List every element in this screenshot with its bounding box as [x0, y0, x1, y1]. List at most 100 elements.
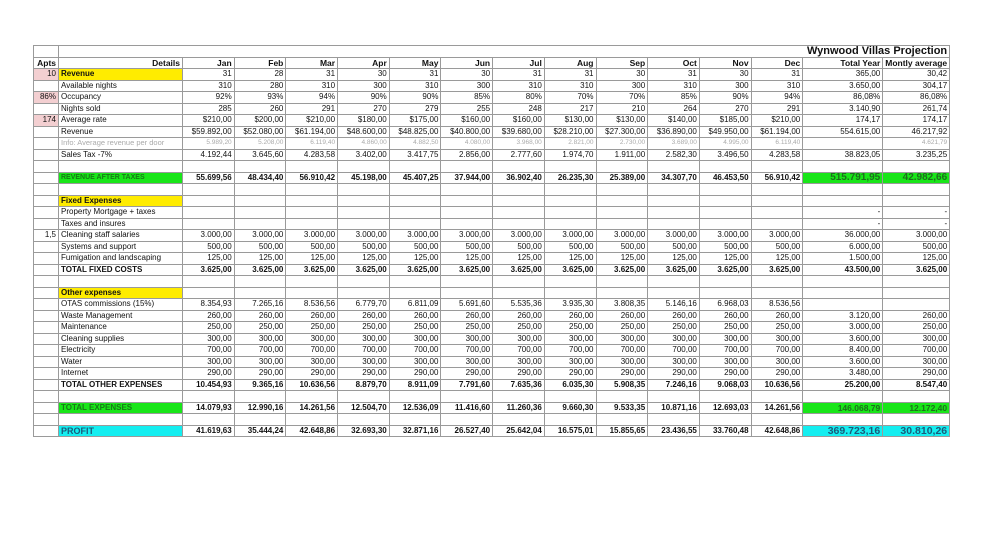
header-dec[interactable]: Dec: [750, 56, 804, 69]
month-cell-sep[interactable]: 3.625,00: [595, 263, 649, 276]
month-cell-mar[interactable]: 10.636,56: [285, 378, 339, 391]
monthly-average-cell[interactable]: 3.625,00: [882, 263, 951, 276]
month-cell-mar[interactable]: 94%: [285, 91, 339, 104]
month-cell-may[interactable]: [388, 160, 442, 173]
month-cell-may[interactable]: 125,00: [388, 252, 442, 265]
month-cell-aug[interactable]: [543, 413, 597, 426]
month-cell-may[interactable]: [388, 183, 442, 196]
apts-cell[interactable]: [33, 309, 59, 322]
apts-cell[interactable]: [33, 263, 59, 276]
month-cell-oct[interactable]: 300,00: [647, 355, 700, 368]
total-year-cell[interactable]: 3.600,00: [802, 355, 884, 368]
month-cell-dec[interactable]: 300,00: [750, 332, 804, 345]
month-cell-sep[interactable]: 700,00: [595, 344, 649, 357]
month-cell-apr[interactable]: 700,00: [337, 344, 390, 357]
month-cell-nov[interactable]: 500,00: [698, 240, 752, 253]
month-cell-may[interactable]: 31: [388, 68, 442, 81]
month-cell-jan[interactable]: [182, 413, 235, 426]
month-cell-oct[interactable]: 300,00: [647, 332, 700, 345]
month-cell-jul[interactable]: 3.968,00: [492, 137, 545, 150]
month-cell-may[interactable]: 310: [388, 79, 442, 92]
month-cell-jul[interactable]: [492, 183, 545, 196]
month-cell-oct[interactable]: 23.436,55: [647, 424, 700, 437]
monthly-average-cell[interactable]: 30.810,26: [882, 424, 951, 437]
month-cell-nov[interactable]: 250,00: [698, 321, 752, 334]
month-cell-jul[interactable]: [492, 206, 545, 219]
month-cell-apr[interactable]: 3.625,00: [337, 263, 390, 276]
month-cell-nov[interactable]: [698, 286, 752, 299]
month-cell-dec[interactable]: [750, 390, 804, 403]
total-year-cell[interactable]: 36.000,00: [802, 229, 884, 242]
month-cell-jan[interactable]: 310: [182, 79, 235, 92]
month-cell-mar[interactable]: [285, 390, 339, 403]
month-cell-nov[interactable]: 260,00: [698, 309, 752, 322]
month-cell-jul[interactable]: 36.902,40: [492, 171, 545, 184]
month-cell-jul[interactable]: 3.000,00: [492, 229, 545, 242]
total-year-cell[interactable]: [802, 286, 884, 299]
month-cell-jan[interactable]: 14.079,93: [182, 401, 235, 414]
monthly-average-cell[interactable]: [882, 194, 951, 207]
month-cell-nov[interactable]: [698, 183, 752, 196]
row-label[interactable]: [58, 390, 183, 403]
month-cell-aug[interactable]: 3.625,00: [543, 263, 597, 276]
month-cell-apr[interactable]: [337, 217, 390, 230]
header-may[interactable]: May: [388, 56, 442, 69]
total-year-cell[interactable]: 8.400,00: [802, 344, 884, 357]
month-cell-jan[interactable]: 5.989,20: [182, 137, 235, 150]
month-cell-dec[interactable]: $61.194,00: [750, 125, 804, 138]
month-cell-oct[interactable]: [647, 217, 700, 230]
month-cell-jan[interactable]: 3.000,00: [182, 229, 235, 242]
month-cell-jan[interactable]: 4.192,44: [182, 148, 235, 161]
header-aug[interactable]: Aug: [543, 56, 597, 69]
header-jun[interactable]: Jun: [440, 56, 494, 69]
row-label[interactable]: Property Mortgage + taxes: [58, 206, 183, 219]
month-cell-apr[interactable]: 270: [337, 102, 390, 115]
month-cell-jul[interactable]: 31: [492, 68, 545, 81]
total-year-cell[interactable]: [802, 137, 884, 150]
month-cell-jun[interactable]: [440, 194, 494, 207]
month-cell-oct[interactable]: [647, 275, 700, 288]
month-cell-oct[interactable]: 7.246,16: [647, 378, 700, 391]
monthly-average-cell[interactable]: 300,00: [882, 355, 951, 368]
row-label[interactable]: Revenue: [58, 125, 183, 138]
apts-cell[interactable]: [33, 206, 59, 219]
row-label[interactable]: Taxes and insures: [58, 217, 183, 230]
month-cell-aug[interactable]: 125,00: [543, 252, 597, 265]
month-cell-apr[interactable]: [337, 194, 390, 207]
month-cell-oct[interactable]: 3.000,00: [647, 229, 700, 242]
month-cell-may[interactable]: 4.882,50: [388, 137, 442, 150]
row-label[interactable]: Sales Tax -7%: [58, 148, 183, 161]
monthly-average-cell[interactable]: 174,17: [882, 114, 951, 127]
month-cell-aug[interactable]: [543, 286, 597, 299]
apts-cell[interactable]: [33, 125, 59, 138]
month-cell-dec[interactable]: [750, 160, 804, 173]
month-cell-feb[interactable]: [233, 413, 287, 426]
apts-cell[interactable]: [33, 240, 59, 253]
month-cell-aug[interactable]: [543, 183, 597, 196]
month-cell-dec[interactable]: 260,00: [750, 309, 804, 322]
month-cell-feb[interactable]: 700,00: [233, 344, 287, 357]
month-cell-sep[interactable]: 5.908,35: [595, 378, 649, 391]
month-cell-may[interactable]: 3.417,75: [388, 148, 442, 161]
month-cell-jul[interactable]: [492, 217, 545, 230]
month-cell-nov[interactable]: $185,00: [698, 114, 752, 127]
month-cell-oct[interactable]: 310: [647, 79, 700, 92]
month-cell-sep[interactable]: [595, 183, 649, 196]
month-cell-nov[interactable]: 12.693,03: [698, 401, 752, 414]
month-cell-aug[interactable]: [543, 217, 597, 230]
row-label[interactable]: TOTAL FIXED COSTS: [58, 263, 183, 276]
month-cell-oct[interactable]: 700,00: [647, 344, 700, 357]
month-cell-sep[interactable]: 9.533,35: [595, 401, 649, 414]
month-cell-jul[interactable]: 248: [492, 102, 545, 115]
total-year-cell[interactable]: 86,08%: [802, 91, 884, 104]
month-cell-aug[interactable]: 217: [543, 102, 597, 115]
month-cell-nov[interactable]: [698, 194, 752, 207]
monthly-average-cell[interactable]: 261,74: [882, 102, 951, 115]
month-cell-apr[interactable]: [337, 390, 390, 403]
month-cell-nov[interactable]: [698, 206, 752, 219]
month-cell-sep[interactable]: $130,00: [595, 114, 649, 127]
month-cell-may[interactable]: 250,00: [388, 321, 442, 334]
month-cell-jul[interactable]: 500,00: [492, 240, 545, 253]
month-cell-oct[interactable]: 5.146,16: [647, 298, 700, 311]
month-cell-apr[interactable]: 260,00: [337, 309, 390, 322]
